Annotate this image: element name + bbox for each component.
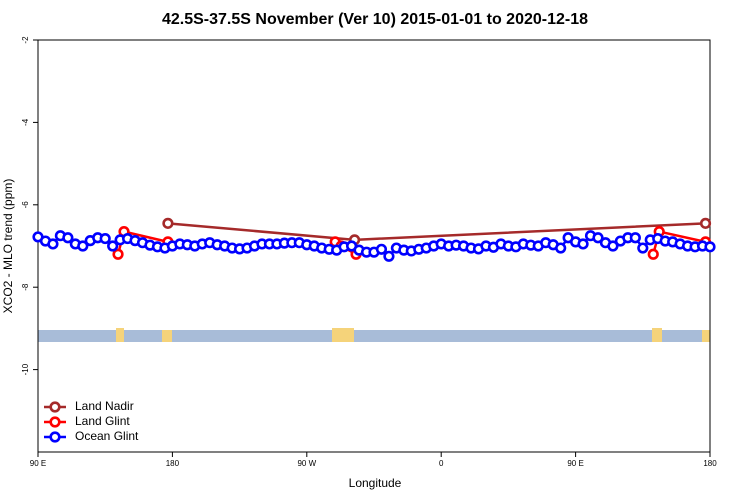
- point: [375, 243, 388, 255]
- point: [704, 241, 716, 253]
- point: [607, 240, 619, 252]
- point: [592, 232, 604, 244]
- y-tick-label: -2: [21, 36, 30, 44]
- x-tick-label: 90 E: [567, 459, 583, 468]
- coverage-strip: [38, 328, 710, 342]
- legend-label: Ocean Glint: [75, 429, 139, 443]
- point: [555, 242, 567, 254]
- point: [162, 217, 174, 229]
- legend-marker: [49, 431, 61, 443]
- point: [112, 248, 124, 260]
- legend-label: Land Nadir: [75, 399, 134, 413]
- x-tick-label: 180: [703, 459, 717, 468]
- point: [77, 240, 89, 252]
- x-axis-label: Longitude: [349, 476, 402, 490]
- y-tick-label: -8: [21, 283, 30, 291]
- point: [637, 242, 649, 254]
- point: [699, 217, 712, 229]
- chart-title: 42.5S-37.5S November (Ver 10) 2015-01-01…: [162, 11, 588, 28]
- point: [62, 232, 74, 244]
- y-tick-label: -6: [21, 201, 30, 209]
- y-tick-label: -10: [21, 363, 30, 375]
- x-tick-label: 0: [439, 459, 444, 468]
- point: [577, 238, 589, 250]
- point: [107, 240, 119, 252]
- point: [629, 232, 641, 244]
- point: [47, 238, 59, 250]
- legend-label: Land Glint: [75, 414, 130, 428]
- legend-marker: [49, 401, 61, 413]
- legend-marker: [49, 416, 61, 428]
- point: [647, 248, 659, 260]
- x-tick-label: 90 E: [30, 459, 46, 468]
- x-tick-label: 180: [166, 459, 180, 468]
- point: [99, 232, 111, 245]
- x-tick-label: 90 W: [297, 459, 316, 468]
- y-axis-label: XCO2 - MLO trend (ppm): [1, 179, 15, 314]
- point: [383, 250, 395, 262]
- y-tick-label: -4: [21, 118, 30, 126]
